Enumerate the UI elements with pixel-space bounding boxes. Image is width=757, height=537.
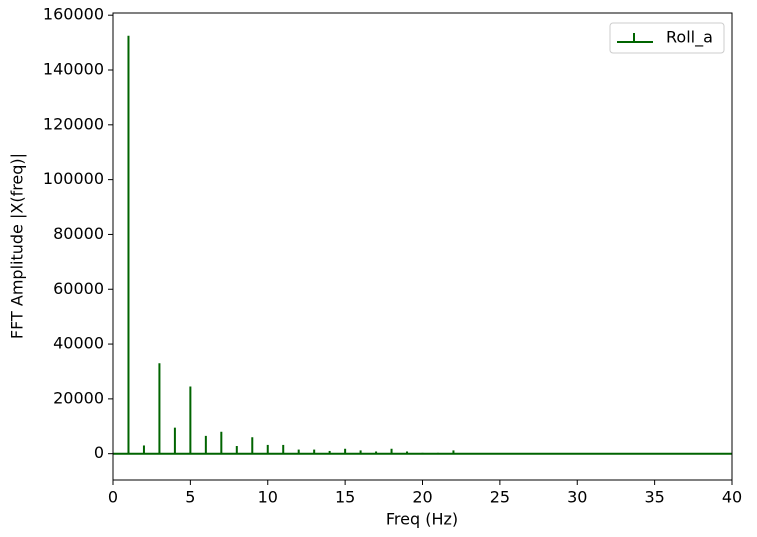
y-tick-label: 80000 bbox=[53, 224, 104, 243]
x-axis-label: Freq (Hz) bbox=[386, 510, 458, 529]
x-tick-label: 10 bbox=[258, 488, 278, 507]
y-tick-label: 140000 bbox=[43, 60, 104, 79]
x-tick-label: 0 bbox=[108, 488, 118, 507]
y-tick-label: 0 bbox=[94, 443, 104, 462]
y-tick-label: 60000 bbox=[53, 279, 104, 298]
y-tick-label: 100000 bbox=[43, 169, 104, 188]
x-tick-label: 35 bbox=[644, 488, 664, 507]
x-tick-label: 25 bbox=[490, 488, 510, 507]
y-tick-label: 40000 bbox=[53, 334, 104, 353]
legend-label: Roll_a bbox=[666, 28, 713, 48]
y-tick-label: 160000 bbox=[43, 5, 104, 24]
x-tick-label: 15 bbox=[335, 488, 355, 507]
x-tick-label: 5 bbox=[185, 488, 195, 507]
x-tick-label: 20 bbox=[412, 488, 432, 507]
plot-frame bbox=[112, 12, 733, 481]
x-tick-label: 40 bbox=[722, 488, 742, 507]
y-tick-label: 120000 bbox=[43, 114, 104, 133]
y-tick-label: 20000 bbox=[53, 388, 104, 407]
y-axis-label: FFT Amplitude |X(freq)| bbox=[8, 153, 27, 339]
x-tick-label: 30 bbox=[567, 488, 587, 507]
legend-box bbox=[609, 22, 725, 54]
